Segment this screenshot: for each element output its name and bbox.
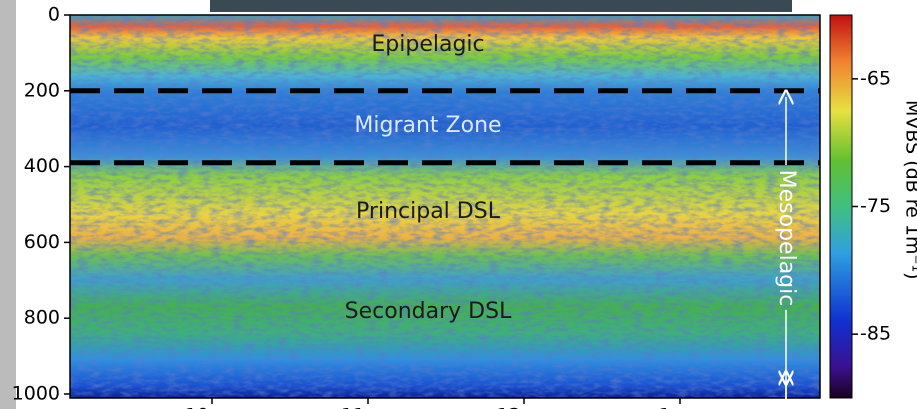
left-strip — [0, 0, 16, 409]
y-tick-label: 600 — [24, 231, 60, 253]
echogram-texture — [70, 15, 820, 398]
zone-label: Epipelagic — [371, 32, 484, 57]
zone-label: Principal DSL — [356, 199, 501, 224]
zone-label: Mesopelagic — [774, 170, 799, 307]
y-tick-label: 400 — [24, 155, 60, 177]
zone-label: Secondary DSL — [345, 299, 512, 324]
colorbar-tick-label: -65 — [860, 67, 891, 89]
plot-frame — [69, 14, 821, 399]
y-tick-label: 800 — [24, 307, 60, 329]
colorbar — [829, 14, 853, 399]
x-tick-label: 11am — [341, 405, 395, 409]
colorbar-tick-label: -75 — [860, 195, 891, 217]
y-tick-label: 1000 — [12, 383, 60, 405]
zone-label: Migrant Zone — [354, 113, 501, 138]
y-tick-label: 0 — [48, 4, 60, 26]
x-tick-label: 12pm — [497, 405, 552, 409]
y-tick-label: 200 — [24, 79, 60, 101]
x-tick-label: 1pm — [659, 405, 702, 409]
x-tick-label: 10am — [185, 405, 239, 409]
colorbar-label: MVBS (dB re 1m⁻¹) — [902, 100, 917, 280]
colorbar-tick-label: -85 — [860, 323, 891, 345]
ship-photo — [210, 0, 792, 12]
